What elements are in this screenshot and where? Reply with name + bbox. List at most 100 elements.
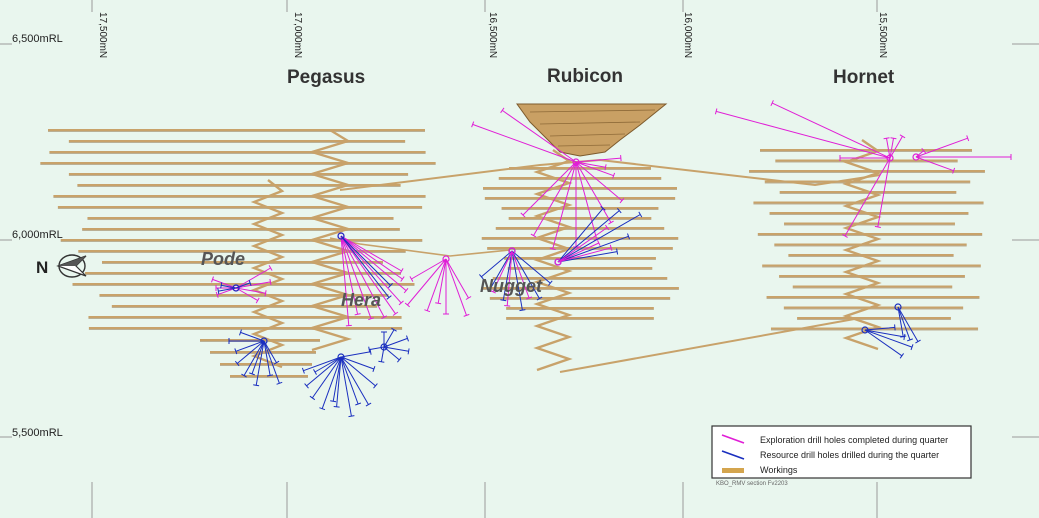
nugget-resource-hole-end-1 [519, 309, 526, 312]
pegasus-deep-resource-hole-end-0 [365, 402, 372, 407]
pode-exploration-hole-end-6 [255, 297, 260, 304]
pegasus-deep-resource-hole-end-1 [348, 415, 355, 418]
rubicon-lower-exploration-hole-end-0 [604, 224, 610, 231]
rubicon-lower-exploration-hole-0 [557, 227, 608, 263]
pode-exploration-hole-4 [212, 278, 237, 289]
rl-label-5500: 5,500mRL [12, 427, 63, 439]
hera-east-exploration-hole-end-2 [424, 309, 431, 313]
rubicon-lower-exploration-hole-2 [557, 247, 612, 263]
lode-label-pode: Pode [201, 249, 245, 269]
pegasus-lower-resource-hole-7 [240, 331, 265, 342]
hornet-lower-resource-hole-end-2 [899, 353, 905, 359]
pegasus-lower-resource-hole-6 [263, 340, 277, 363]
pode-exploration-hole-2 [235, 287, 266, 294]
nugget-resource-hole-end-0 [536, 296, 543, 301]
rubicon-lower-resource-hole-end-0 [638, 211, 643, 218]
hornet-east-exploration-hole-end-2 [952, 167, 956, 174]
pegasus-lower-resource-hole-end-7 [239, 329, 242, 336]
legend-section-code: KBO_RMV section Fv2203 [716, 481, 788, 487]
hera-lower-resource-hole-end-1 [406, 335, 409, 342]
pegasus-lower-resource-hole-end-3 [234, 348, 238, 355]
workings-layer [40, 103, 985, 378]
hornet-exploration-hole-end-4 [883, 137, 890, 140]
hera-exploration-hole-7 [340, 235, 403, 280]
pegasus-deep-resource-hole-11 [340, 356, 359, 405]
hera-exploration-hole-8 [340, 235, 402, 272]
pegasus-lower-resource-hole-2 [236, 340, 265, 364]
pegasus-deep-resource-hole-4 [311, 356, 342, 399]
rubicon-pit-benches [529, 109, 656, 147]
decline-pegasus-west [250, 179, 286, 369]
pode-exploration-hole-1 [235, 281, 271, 289]
hornet-lower-resource-hole-end-3 [894, 324, 896, 331]
hornet-lower-resource-hole-0 [864, 329, 913, 348]
hera-exploration-hole-end-5 [354, 313, 361, 316]
pegasus-deep-resource-hole-end-10 [313, 369, 317, 375]
pegasus-lower-resource-hole-end-5 [267, 374, 274, 377]
nugget-resource-hole-1 [511, 250, 523, 311]
pegasus-deep-resource-hole-6 [303, 356, 342, 372]
rubicon-lower-resource-hole-0 [557, 214, 641, 263]
hornet-deep-resource-hole-0 [897, 306, 919, 342]
hera-resource-hole-1 [340, 235, 390, 298]
pegasus-deep-resource-hole-5 [306, 356, 342, 387]
rubicon-exploration-hole-6 [533, 161, 577, 236]
hornet-east-exploration-hole-end-3 [921, 147, 926, 154]
pegasus-deep-resource-hole-0 [340, 356, 369, 405]
hera-exploration-hole-6 [340, 235, 350, 326]
deposit-label-rubicon: Rubicon [547, 66, 623, 87]
pegasus-deep-resource-hole-12 [332, 356, 342, 402]
rubicon-exploration-hole-end-11 [520, 212, 526, 218]
hera-resource-collar [337, 232, 345, 240]
pegasus-deep-resource-hole-end-7 [373, 383, 378, 389]
hornet-lower-resource-hole-3 [864, 326, 895, 331]
hornet-lower-resource-hole-end-1 [903, 333, 906, 340]
legend-workings-label: Workings [760, 465, 798, 475]
hera-exploration-hole-end-2 [392, 311, 399, 316]
nugget-resource-hole-2 [502, 250, 513, 301]
hornet-deep-resource-hole-end-0 [915, 339, 921, 344]
lode-label-hera: Hera [341, 290, 381, 310]
nugget-exploration-collar [508, 247, 516, 255]
rubicon-exploration-hole-3 [575, 161, 598, 240]
rubicon-lower-exploration-hole-end-2 [609, 244, 613, 251]
pode-resource-hole-end-2 [248, 279, 252, 286]
hornet-exploration-hole-end-5 [842, 233, 848, 238]
hera-east-exploration-hole-4 [411, 258, 447, 280]
nugget-exploration-hole-end-0 [526, 296, 533, 300]
pode-exploration-hole-0 [235, 267, 271, 289]
mn-label-17000: 17,000mN [292, 12, 303, 58]
pegasus-lower-resource-hole-end-2 [234, 360, 240, 367]
rubicon-exploration-hole-2 [575, 161, 612, 223]
rubicon-exploration-hole-7 [575, 161, 623, 201]
rubicon-exploration-hole-end-2 [608, 220, 614, 225]
pegasus-deep-resource-hole-end-2 [333, 406, 340, 408]
pegasus-deep-resource-hole-end-5 [304, 383, 309, 389]
rubicon-exploration-hole-end-8 [612, 172, 616, 179]
rubicon-exploration-hole-0 [472, 123, 577, 163]
rubicon-exploration-hole-end-5 [549, 247, 556, 251]
hera-exploration-hole-end-3 [381, 315, 388, 320]
hornet-lower-resource-hole-2 [864, 329, 903, 357]
rubicon-exploration-hole-end-1 [500, 107, 505, 114]
hornet-exploration-hole-7 [889, 136, 903, 159]
hornet-exploration-hole-end-0 [714, 108, 718, 115]
hera-east-exploration-hole-end-0 [463, 313, 470, 317]
pode-exploration-hole-end-2 [264, 290, 267, 297]
hornet-exploration-collar [886, 154, 894, 162]
pegasus-deep-resource-hole-1 [340, 356, 352, 417]
pegasus-lower-resource-hole-9 [251, 340, 265, 375]
rubicon-exploration-hole-10 [575, 157, 621, 163]
deposit-label-hornet: Hornet [833, 67, 895, 88]
north-arrow-icon [56, 254, 87, 278]
rubicon-exploration-collar [572, 158, 580, 166]
rubicon-lower-resource-hole-end-2 [627, 233, 630, 240]
pode-exploration-hole-end-0 [268, 265, 273, 271]
hera-east-exploration-collar [442, 255, 450, 263]
rubicon-lower-resource-hole-end-3 [616, 248, 619, 255]
rubicon-exploration-hole-11 [522, 161, 577, 216]
hera-exploration-hole-end-1 [398, 300, 404, 306]
rubicon-lower-exploration-collar [554, 258, 562, 266]
